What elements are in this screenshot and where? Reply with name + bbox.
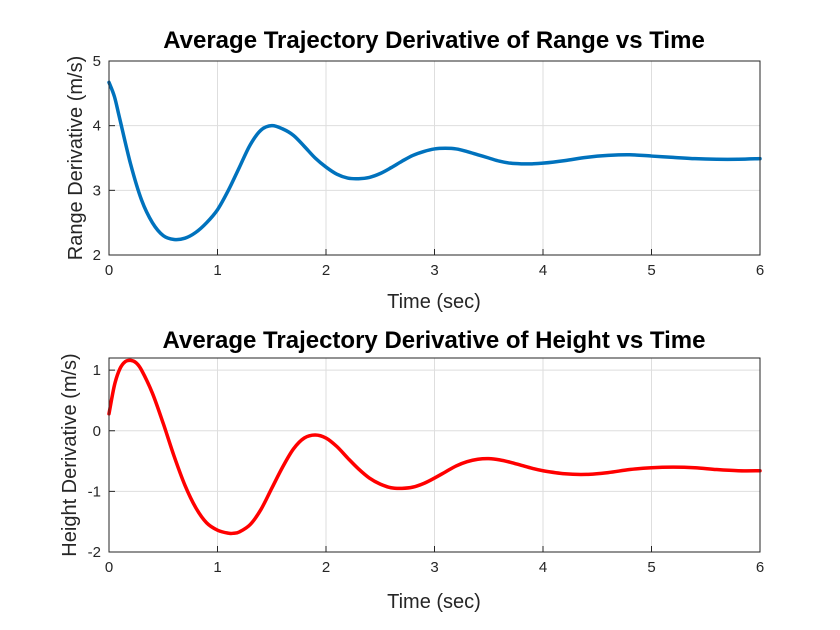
x-tick-label: 5 [647,262,655,279]
grid-lines [109,61,760,255]
x-tick-label: 6 [756,559,764,576]
y-tick-label: 2 [93,247,101,264]
x-tick-label: 3 [430,262,438,279]
y-axis-label: Range Derivative (m/s) [65,56,87,261]
grid-lines [109,358,760,552]
axis-ticks: 0 1 2 3 4 5 6 -2 -1 0 1 [88,362,765,576]
y-tick-label: -1 [88,483,101,500]
y-tick-label: 3 [93,182,101,199]
x-tick-label: 4 [539,262,547,279]
height-derivative-plot: 0 1 2 3 4 5 6 -2 -1 0 1 Average Trajectory Derivat… [59,327,764,613]
x-axis-label: Time (sec) [387,291,481,313]
axis-ticks: 0 1 2 3 4 5 6 2 3 4 5 [93,53,765,279]
x-tick-label: 5 [647,559,655,576]
x-tick-label: 6 [756,262,764,279]
y-tick-label: -2 [88,544,101,561]
x-tick-label: 3 [430,559,438,576]
x-tick-label: 0 [105,262,113,279]
y-tick-label: 1 [93,362,101,379]
x-axis-label: Time (sec) [387,591,481,613]
range-derivative-plot: 0 1 2 3 4 5 6 2 3 4 5 Average Trajectory Derivativ… [65,27,764,313]
x-tick-label: 2 [322,262,330,279]
y-tick-label: 4 [93,118,101,135]
x-tick-label: 1 [213,262,221,279]
y-tick-label: 0 [93,423,101,440]
y-tick-label: 5 [93,53,101,70]
x-tick-label: 4 [539,559,547,576]
x-tick-label: 0 [105,559,113,576]
height-derivative-line [107,358,762,536]
plot-title: Average Trajectory Derivative of Range v… [163,27,705,54]
x-tick-label: 2 [322,559,330,576]
range-derivative-line [107,80,762,242]
plot-title: Average Trajectory Derivative of Height … [163,327,706,354]
y-axis-label: Height Derivative (m/s) [59,353,81,556]
x-tick-label: 1 [213,559,221,576]
